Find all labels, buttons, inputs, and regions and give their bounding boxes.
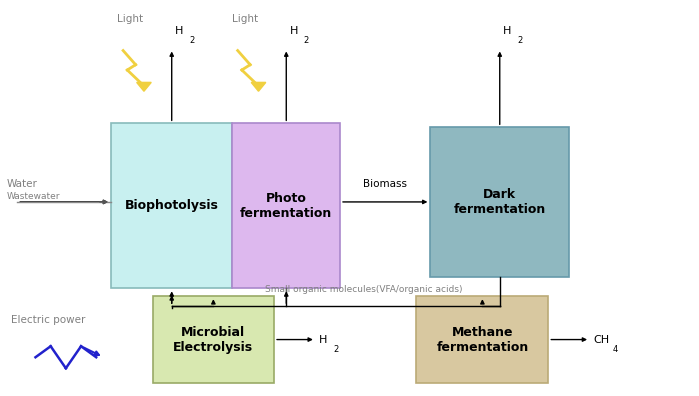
- Text: Electric power: Electric power: [11, 315, 86, 325]
- Text: Small organic molecules(VFA/organic acids): Small organic molecules(VFA/organic acid…: [265, 286, 462, 294]
- Text: H: H: [319, 335, 328, 345]
- Text: H: H: [290, 26, 298, 36]
- Text: Wastewater: Wastewater: [7, 192, 60, 200]
- Text: H: H: [503, 26, 512, 36]
- Text: Photo
fermentation: Photo fermentation: [240, 192, 333, 220]
- FancyBboxPatch shape: [431, 127, 569, 277]
- Text: Methane
fermentation: Methane fermentation: [436, 326, 528, 354]
- Text: Light: Light: [231, 14, 258, 24]
- Text: 2: 2: [189, 36, 194, 45]
- Text: 2: 2: [333, 345, 338, 354]
- Text: Light: Light: [117, 14, 143, 24]
- Text: Microbial
Electrolysis: Microbial Electrolysis: [173, 326, 254, 354]
- FancyBboxPatch shape: [111, 123, 233, 288]
- FancyBboxPatch shape: [417, 296, 548, 383]
- Polygon shape: [137, 82, 151, 91]
- Text: Biomass: Biomass: [363, 179, 408, 189]
- FancyBboxPatch shape: [233, 123, 340, 288]
- Text: 4: 4: [613, 345, 618, 354]
- Text: CH: CH: [593, 335, 610, 345]
- Text: 2: 2: [303, 36, 309, 45]
- Polygon shape: [251, 82, 266, 91]
- Text: Water: Water: [7, 179, 38, 189]
- Text: Dark
fermentation: Dark fermentation: [454, 188, 546, 216]
- FancyBboxPatch shape: [152, 296, 274, 383]
- Text: H: H: [175, 26, 184, 36]
- Text: 2: 2: [517, 36, 522, 45]
- Text: Biophotolysis: Biophotolysis: [125, 199, 219, 212]
